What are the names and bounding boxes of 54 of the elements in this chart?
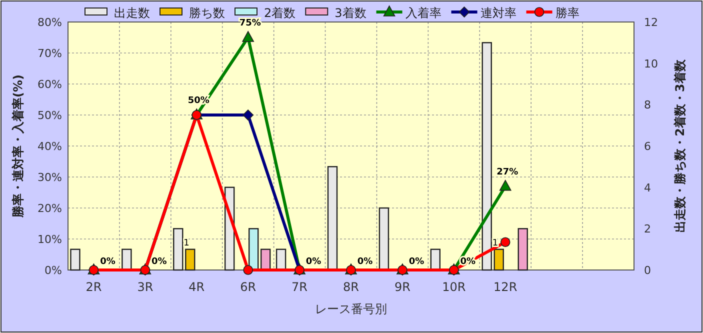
y-tick-label: 40% [38, 140, 62, 153]
x-tick-label: 8R [343, 280, 359, 294]
y2-tick-label: 4 [644, 181, 651, 194]
bar [518, 228, 528, 271]
y2-tick-label: 10 [644, 57, 658, 70]
y2-tick-label: 6 [644, 140, 651, 153]
x-tick-label: 12R [494, 280, 518, 294]
point [243, 265, 253, 275]
point [499, 180, 512, 191]
data-label: 27% [496, 167, 518, 178]
y-tick-label: 0% [44, 264, 62, 277]
bar [70, 248, 80, 271]
bar [173, 228, 184, 271]
point [242, 31, 254, 42]
x-tick-label: 9R [394, 280, 410, 294]
y-tick-label: 80% [38, 16, 62, 29]
data-label: 0% [306, 257, 322, 267]
x-axis-title: レース番号別 [315, 302, 387, 316]
legend-label: 入着率 [405, 6, 442, 20]
y-tick-label: 50% [38, 109, 62, 122]
data-label: 0% [408, 257, 424, 267]
x-tick-label: 10R [442, 280, 466, 294]
y2-tick-label: 12 [644, 16, 658, 29]
legend-label: 連対率 [480, 6, 516, 20]
y2-tick-label: 8 [644, 98, 651, 112]
x-tick-label: 6R [240, 280, 256, 294]
bar [482, 42, 492, 271]
y2-tick-label: 2 [644, 222, 651, 236]
legend-label: 出走数 [114, 6, 150, 20]
legend-label: 2着数 [264, 6, 296, 20]
y2-axis-title: 出走数・勝ち数・2着数・3着数 [673, 58, 687, 232]
data-label: 0% [100, 257, 116, 267]
y-tick-label: 70% [38, 47, 62, 60]
y2-tick-label: 0 [644, 264, 651, 277]
data-label: 1 [184, 238, 190, 248]
x-tick-label: 7R [292, 280, 308, 294]
bar [494, 248, 504, 271]
data-label: 1 [492, 238, 498, 248]
data-label: 0% [357, 257, 373, 267]
y-axis-title: 勝率・連対率・入着率(%) [11, 74, 25, 218]
bar [185, 248, 196, 271]
legend-label: 勝率 [555, 6, 580, 20]
y-tick-label: 30% [38, 171, 62, 184]
y-tick-label: 10% [38, 233, 62, 246]
point [242, 110, 254, 120]
x-tick-label: 4R [188, 280, 205, 294]
point [500, 237, 510, 247]
y-tick-label: 60% [38, 78, 62, 91]
data-label: 0% [152, 257, 167, 267]
x-tick-label: 3R [137, 280, 154, 294]
y-tick-label: 20% [38, 202, 62, 215]
x-tick-label: 2R [86, 280, 102, 294]
legend-label: 3着数 [334, 6, 366, 20]
legend-label: 勝ち数 [189, 6, 225, 20]
